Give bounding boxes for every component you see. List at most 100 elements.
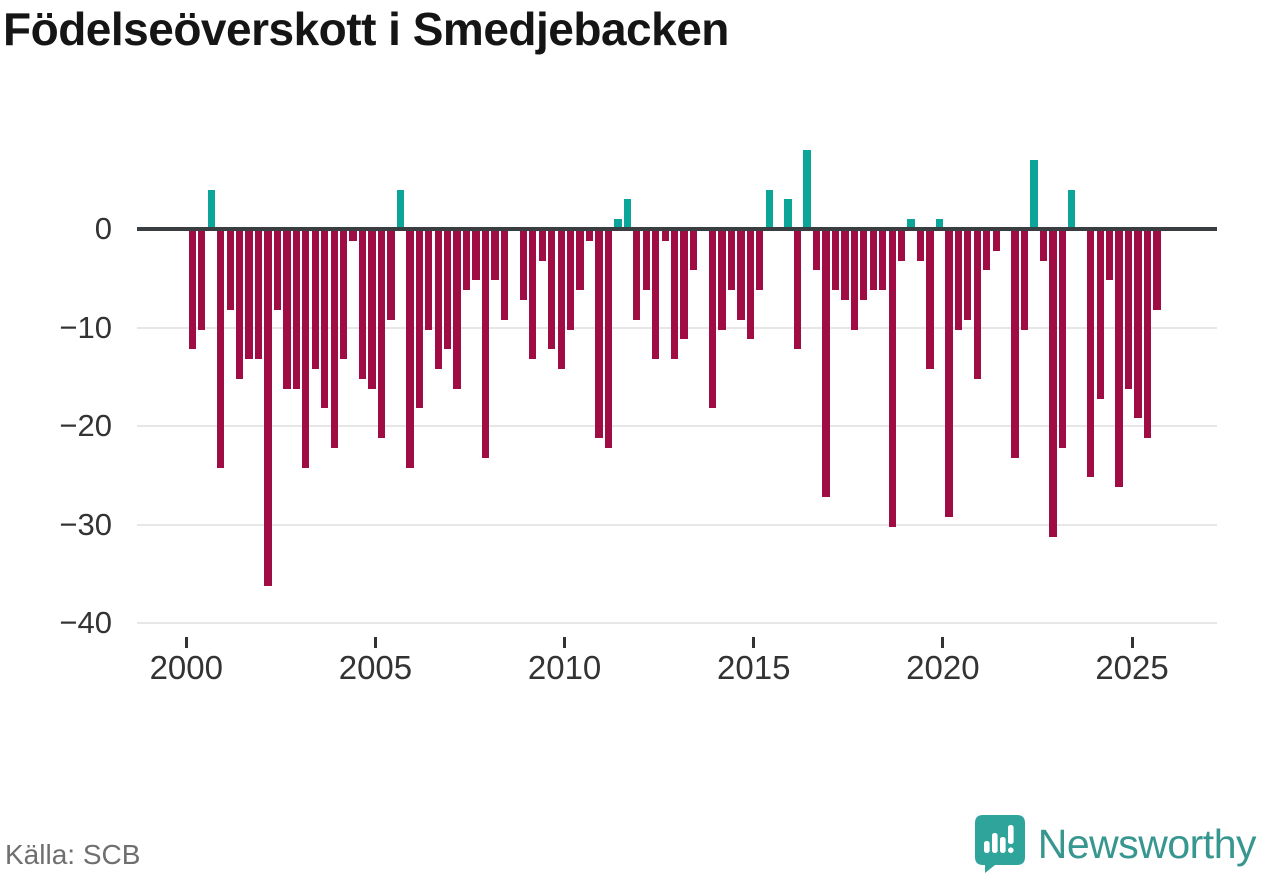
chart-bar-2002-Q3: [283, 231, 291, 389]
page-title: Födelseöverskott i Smedjebacken: [3, 3, 729, 55]
chart-bar-2011-Q4: [633, 231, 641, 320]
chart-bar-2003-Q4: [330, 231, 338, 448]
chart-bar-2006-Q2: [425, 231, 433, 330]
chart-bar-2005-Q1: [377, 231, 386, 438]
chart-bar-2007-Q3: [472, 231, 480, 281]
chart-bar-2023-Q4: [1087, 231, 1095, 478]
chart-bar-2025-Q1: [1134, 231, 1142, 419]
chart-bar-2018-Q1: [869, 231, 877, 291]
birth-surplus-chart: 0 −10 −20 −30 −40 2000 2005 2010 2015 2020 2025: [59, 140, 1217, 686]
chart-bar-2012-Q4: [671, 231, 679, 360]
chart-bar-2010-Q4: [595, 231, 603, 438]
y-tick-label: 0: [94, 211, 112, 246]
y-tick-label: −40: [59, 605, 112, 641]
chart-bar-2014-Q4: [746, 231, 754, 340]
chart-bar-2002-Q2: [273, 231, 282, 310]
chart-bar-2014-Q2: [727, 231, 736, 291]
chart-bar-2007-Q4: [481, 231, 490, 458]
chart-bar-2017-Q4: [860, 231, 868, 300]
chart-bar-2006-Q3: [434, 231, 442, 369]
chart-bar-2021-Q4: [1011, 231, 1019, 458]
chart-bar-2014-Q3: [737, 231, 745, 320]
chart-bar-2003-Q1: [302, 231, 310, 468]
chart-bar-2005-Q3: [396, 189, 405, 229]
chart-bar-2018-Q3: [888, 231, 896, 527]
chart-bar-2016-Q2: [803, 150, 811, 229]
x-tick-label: 2010: [527, 649, 602, 686]
chart-bar-2023-Q2: [1068, 189, 1076, 229]
chart-bar-2009-Q1: [529, 231, 537, 360]
chart-bar-2009-Q4: [557, 231, 565, 369]
chart-bar-2012-Q1: [642, 231, 650, 291]
chart-bar-2015-Q4: [784, 199, 792, 229]
chart-bar-2000-Q2: [198, 231, 206, 330]
y-tick-label: −30: [59, 506, 112, 542]
chart-bar-2004-Q3: [358, 231, 367, 379]
chart-bar-2024-Q4: [1124, 231, 1133, 389]
x-tick: [752, 637, 756, 648]
x-tick: [941, 637, 945, 648]
chart-bar-2003-Q3: [321, 231, 329, 409]
gridline: [137, 622, 1217, 625]
x-tick: [1130, 637, 1134, 648]
x-tick: [373, 637, 377, 648]
newsworthy-logo-icon: [974, 815, 1025, 873]
chart-bar-2015-Q2: [765, 189, 773, 229]
chart-bar-2017-Q3: [850, 231, 858, 330]
chart-bar-2002-Q4: [292, 231, 301, 389]
chart-bar-2016-Q4: [822, 231, 830, 498]
chart-bar-2001-Q1: [226, 231, 234, 310]
chart-bar-2024-Q1: [1096, 231, 1104, 399]
chart-bar-2011-Q3: [623, 199, 632, 229]
x-tick-label: 2005: [338, 649, 413, 686]
chart-bar-2024-Q2: [1106, 231, 1114, 281]
chart-bar-2017-Q2: [841, 231, 849, 300]
chart-bar-2012-Q2: [652, 231, 660, 360]
zero-axis-line: [137, 227, 1217, 231]
chart-bar-2021-Q1: [983, 231, 991, 271]
y-tick-label: −10: [59, 309, 112, 345]
chart-bar-2018-Q4: [897, 231, 906, 261]
chart-bar-2023-Q1: [1058, 231, 1067, 448]
chart-bar-2001-Q3: [245, 231, 253, 360]
chart-bar-2000-Q3: [207, 189, 215, 229]
chart-bar-2020-Q3: [964, 231, 972, 320]
chart-bar-2019-Q1: [907, 219, 915, 229]
newsworthy-brand: Newsworthy: [974, 815, 1257, 873]
chart-bar-2001-Q4: [254, 231, 263, 360]
chart-bar-2008-Q2: [500, 231, 509, 320]
chart-bar-2009-Q2: [538, 231, 546, 261]
chart-bar-2021-Q2: [992, 231, 1000, 251]
chart-bar-2022-Q3: [1039, 231, 1048, 261]
x-tick-label: 2000: [149, 649, 223, 686]
chart-bar-2019-Q4: [935, 219, 944, 229]
chart-bar-2015-Q1: [756, 231, 764, 291]
chart-bar-2009-Q3: [548, 231, 556, 350]
chart-bar-2008-Q1: [491, 231, 499, 281]
chart-bar-2013-Q1: [680, 231, 688, 340]
chart-bar-2010-Q3: [585, 231, 594, 241]
chart-bar-2014-Q1: [718, 231, 726, 330]
chart-bar-2013-Q2: [689, 231, 698, 271]
x-tick-label: 2020: [906, 649, 980, 686]
chart-bar-2020-Q1: [945, 231, 953, 517]
chart-bar-2016-Q3: [812, 231, 821, 271]
y-tick-label: −20: [59, 408, 112, 444]
gridline: [137, 425, 1217, 428]
x-tick-label: 2015: [717, 649, 791, 686]
chart-bar-2005-Q4: [406, 231, 414, 468]
chart-bar-2002-Q1: [264, 231, 272, 586]
chart-bar-2010-Q1: [566, 231, 575, 330]
chart-bar-2016-Q1: [793, 231, 802, 350]
source-text: Källa: SCB: [5, 839, 141, 870]
chart-bar-2020-Q4: [973, 231, 981, 379]
chart-bar-2012-Q3: [661, 231, 669, 241]
chart-bar-2011-Q1: [604, 231, 613, 448]
chart-bar-2025-Q3: [1153, 231, 1161, 310]
chart-bar-2025-Q2: [1143, 231, 1152, 438]
chart-bar-2006-Q4: [444, 231, 452, 350]
chart-bar-2000-Q4: [217, 231, 225, 468]
plot-area: [137, 140, 1217, 640]
chart-bar-2019-Q2: [916, 231, 925, 261]
chart-bar-2020-Q2: [954, 231, 962, 330]
